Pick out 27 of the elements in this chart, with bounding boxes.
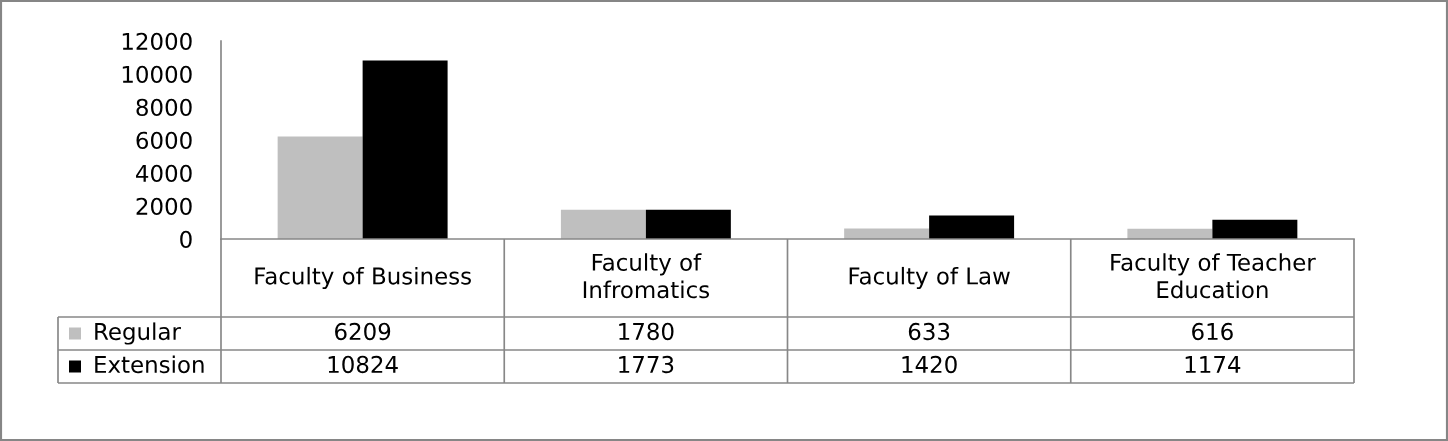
y-tick-label: 6000 — [136, 131, 192, 150]
y-tick-label: 8000 — [136, 98, 192, 117]
data-label: 1773 — [619, 355, 674, 374]
data-label: 10824 — [328, 355, 398, 374]
y-tick-label: 0 — [180, 230, 192, 249]
legend-label: Regular — [95, 322, 181, 345]
bar — [1212, 219, 1298, 239]
y-tick-label: 12000 — [122, 32, 192, 51]
data-label: 6209 — [335, 322, 391, 341]
x-tick-label: Faculty of Business — [255, 266, 471, 290]
data-label: 616 — [1192, 322, 1233, 341]
bar — [645, 209, 731, 239]
legend-label: Extension — [95, 355, 204, 374]
y-tick-label: 2000 — [136, 197, 192, 216]
y-tick-label: 4000 — [136, 164, 192, 183]
x-tick-label: Faculty of Law — [849, 266, 1010, 290]
data-label: 633 — [908, 322, 950, 341]
x-tick-label: Faculty of Teacher Education — [1111, 253, 1316, 299]
bar — [277, 136, 363, 239]
data-label: 1780 — [619, 322, 674, 341]
data-label: 1174 — [1185, 356, 1241, 373]
x-tick-label: Faculty of Infromatics — [583, 253, 710, 299]
bar — [929, 215, 1015, 239]
y-tick-label: 10000 — [122, 65, 192, 84]
bar — [362, 60, 448, 239]
data-label: 1420 — [902, 355, 957, 374]
bar — [560, 209, 646, 239]
